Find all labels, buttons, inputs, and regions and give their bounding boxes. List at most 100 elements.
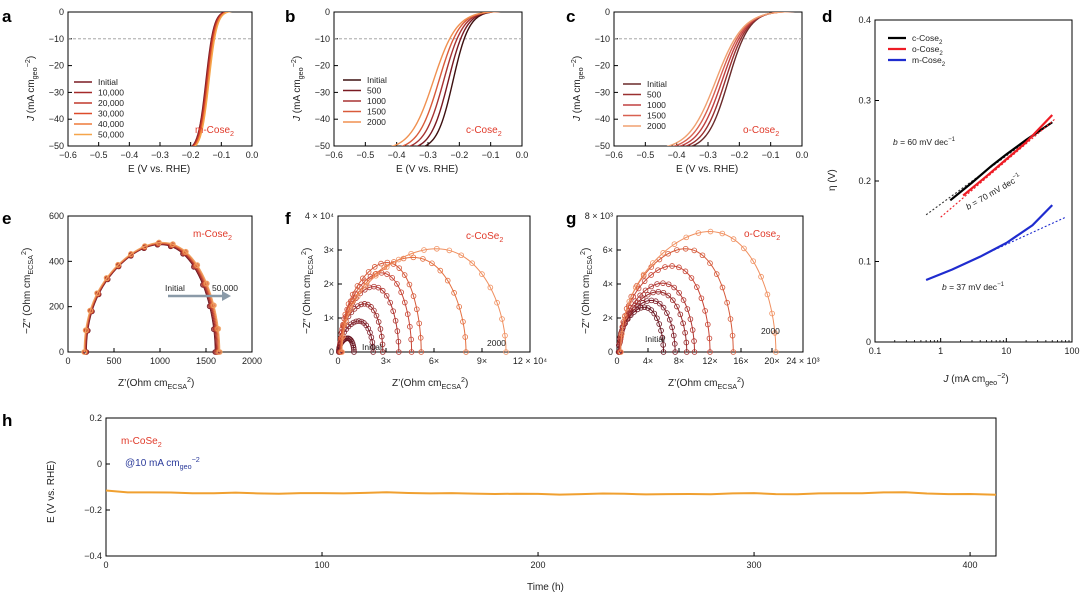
y-tick-label: 4 × 10⁴ [305, 211, 334, 221]
y-tick-label: −30 [315, 87, 330, 97]
x-tick-label: −0.1 [212, 150, 230, 160]
nyquist-point [652, 298, 659, 305]
nyquist-point [339, 334, 345, 341]
nyquist-point [370, 349, 377, 355]
nyquist-point [719, 230, 726, 237]
nyquist-point [634, 299, 641, 306]
nyquist-point [660, 280, 666, 286]
y-tick-label: 400 [49, 256, 64, 266]
nyquist-point [666, 316, 673, 323]
y-axis-title: E (V vs. RHE) [46, 461, 57, 523]
nyquist-point [354, 293, 361, 300]
y-tick-label: 0 [97, 459, 102, 469]
nyquist-point [671, 284, 677, 291]
y-tick-label: 2× [603, 313, 613, 323]
x-axis-title: E (V vs. RHE) [676, 164, 738, 175]
nyquist-point [463, 349, 469, 355]
nyquist-point [390, 308, 396, 314]
last-curve-label: 2000 [761, 326, 780, 336]
nyquist-point [727, 316, 734, 322]
nyquist-point [429, 260, 435, 267]
current-density-annotation: @10 mA cmgeo−2 [125, 455, 200, 471]
nyquist-arc-40000 [84, 242, 220, 353]
x-tick-label: 1 [938, 346, 943, 356]
y-tick-label: 200 [49, 302, 64, 312]
y-axis-title: J (mA cmgeo−2) [23, 56, 39, 122]
nyquist-point [398, 289, 404, 296]
x-axis-title: E (V vs. RHE) [128, 164, 190, 175]
nyquist-point [395, 349, 402, 355]
tafel-curve-2 [925, 204, 1054, 282]
nyquist-point [758, 273, 764, 280]
x-axis-title: E (V vs. RHE) [396, 164, 458, 175]
y-tick-label: −20 [49, 61, 64, 71]
nyquist-point [637, 292, 643, 299]
curves-a [191, 12, 233, 146]
x-tick-label: 0.0 [516, 150, 529, 160]
nyquist-point [772, 330, 778, 336]
nyquist-arc-2000 [341, 248, 507, 353]
x-tick-label: 0.0 [796, 150, 809, 160]
x-tick-label: 12 × 10⁴ [513, 356, 547, 366]
nyquist-point [665, 281, 672, 288]
legend-label: 500 [367, 86, 381, 96]
nyquist-point [650, 260, 656, 266]
lsv-curve-2000 [666, 12, 797, 146]
plot-frame-h [105, 417, 997, 557]
nyquist-point [365, 269, 372, 275]
nyquist-point [351, 306, 358, 312]
nyquist-point [648, 307, 655, 313]
y-tick-label: −50 [595, 141, 610, 151]
nyquist-point [654, 281, 660, 287]
nyquist-point [211, 302, 217, 309]
y-tick-label: 0 [605, 7, 610, 17]
nyquist-point [654, 315, 660, 322]
x-tick-label: 2000 [242, 356, 262, 366]
x-tick-label: 400 [963, 560, 978, 570]
y-tick-label: −0.2 [84, 505, 102, 515]
y-tick-label: −50 [49, 141, 64, 151]
nyquist-point [682, 245, 689, 252]
y-tick-label: −30 [49, 87, 64, 97]
x-tick-label: 0 [335, 356, 340, 366]
x-tick-label: 100 [315, 560, 330, 570]
nyquist-point [634, 282, 640, 289]
legend-label: 1500 [367, 107, 386, 117]
nyquist-point [217, 349, 223, 355]
x-axis-title: Z’(Ohm cmECSA2) [118, 375, 194, 391]
legend-label: 50,000 [98, 130, 124, 140]
nyquist-point [698, 295, 705, 302]
nyquist-point [684, 306, 691, 312]
x-tick-label: −0.6 [325, 150, 343, 160]
y-axis-title: η (V) [827, 169, 838, 191]
nyquist-point [354, 283, 361, 289]
nyquist-point [396, 265, 403, 271]
nyquist-point [487, 284, 494, 291]
sample-annotation: o-Cose2 [744, 229, 780, 242]
nyquist-point [641, 278, 648, 284]
nyquist-point [688, 275, 695, 281]
axes-h: 0 100 200 300 400 0.2 0 −0.2 −0.4 m-CoSe2 @10 mA c… [46, 413, 997, 593]
nyquist-point [407, 323, 413, 330]
x-tick-label: 9× [477, 356, 487, 366]
nyquist-point [170, 241, 176, 247]
axes-a: −0.6 −0.5 −0.4 −0.3 −0.2 −0.1 0.0 0 −10 −20 −30 −40… [23, 7, 258, 175]
nyquist-point [618, 349, 624, 355]
nyquist-point [642, 287, 649, 294]
legend-label: 2000 [647, 121, 666, 131]
nyquist-point [395, 338, 402, 345]
nyquist-point [87, 307, 93, 314]
legend-label: Initial [647, 79, 667, 89]
x-axis-title: J (mA cmgeo−2) [943, 371, 1009, 387]
nyquist-point [655, 288, 662, 295]
nyquist-point [383, 292, 390, 299]
nyquist-point [635, 302, 642, 309]
x-tick-label: 0 [65, 356, 70, 366]
y-tick-label: −10 [315, 34, 330, 44]
x-tick-label: 8× [674, 356, 684, 366]
x-tick-label: −0.2 [182, 150, 200, 160]
nyquist-point [340, 333, 346, 340]
nyquist-point [215, 325, 222, 332]
